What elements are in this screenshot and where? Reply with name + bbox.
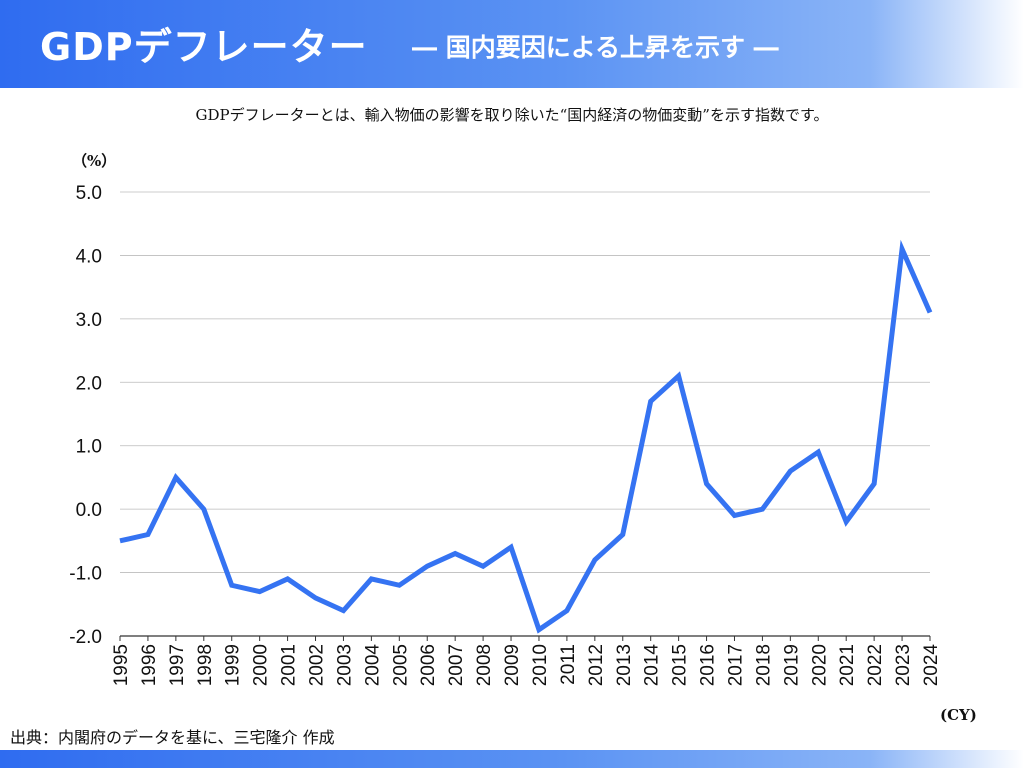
- y-tick-label: 0.0: [76, 500, 102, 521]
- x-tick-label: 2018: [753, 644, 774, 686]
- x-tick-label: 2001: [279, 644, 300, 686]
- chart-description: GDPデフレーターとは、輸入物価の影響を取り除いた“国内経済の物価変動”を示す指…: [195, 106, 829, 124]
- x-tick-label: 2007: [446, 644, 467, 686]
- x-tick-label: 2012: [586, 644, 607, 686]
- x-tick-label: 1998: [195, 644, 216, 686]
- x-tick-label: 1995: [111, 644, 132, 686]
- x-tick-label: 1996: [139, 644, 160, 686]
- x-tick-label: 2006: [418, 644, 439, 686]
- page-title: GDPデフレーター: [40, 25, 368, 69]
- y-tick-label: 5.0: [76, 183, 102, 204]
- x-tick-label: 2004: [362, 644, 383, 687]
- y-tick-label: -2.0: [69, 627, 102, 648]
- y-axis-unit: （%）: [72, 152, 116, 170]
- header-banner: GDPデフレーター ― 国内要因による上昇を示す ―: [0, 0, 1024, 88]
- x-tick-label: 2013: [614, 644, 635, 686]
- x-tick-label: 2005: [390, 644, 411, 686]
- x-tick-label: 1999: [223, 644, 244, 686]
- x-tick-label: 2017: [725, 644, 746, 686]
- x-tick-label: 2020: [809, 644, 830, 686]
- x-tick-label: 1997: [167, 644, 188, 686]
- x-axis-unit: (CY): [940, 706, 977, 724]
- x-tick-label: 2000: [251, 644, 272, 686]
- x-tick-label: 2024: [921, 644, 942, 687]
- x-tick-label: 2003: [334, 644, 355, 686]
- y-tick-label: 3.0: [76, 310, 102, 331]
- page-subtitle: ― 国内要因による上昇を示す ―: [412, 33, 779, 62]
- x-tick-label: 2008: [474, 644, 495, 686]
- y-tick-label: 2.0: [76, 373, 102, 394]
- footer-bar: [0, 750, 1024, 768]
- x-tick-label: 2016: [698, 644, 719, 686]
- y-tick-label: 1.0: [76, 437, 102, 458]
- x-tick-label: 2011: [558, 644, 579, 685]
- y-tick-label: -1.0: [69, 564, 102, 585]
- source-note: 出典：内閣府のデータを基に、三宅隆介 作成: [10, 728, 335, 747]
- x-tick-label: 2002: [307, 644, 328, 686]
- x-tick-label: 2022: [865, 644, 886, 686]
- y-tick-label: 4.0: [76, 246, 102, 267]
- x-tick-label: 2021: [837, 644, 858, 686]
- x-tick-label: 2010: [530, 644, 551, 686]
- x-tick-label: 2015: [670, 644, 691, 686]
- x-tick-label: 2014: [642, 644, 663, 687]
- x-tick-label: 2009: [502, 644, 523, 686]
- x-tick-label: 2023: [893, 644, 914, 686]
- x-tick-label: 2019: [781, 644, 802, 686]
- series-line: [119, 239, 933, 634]
